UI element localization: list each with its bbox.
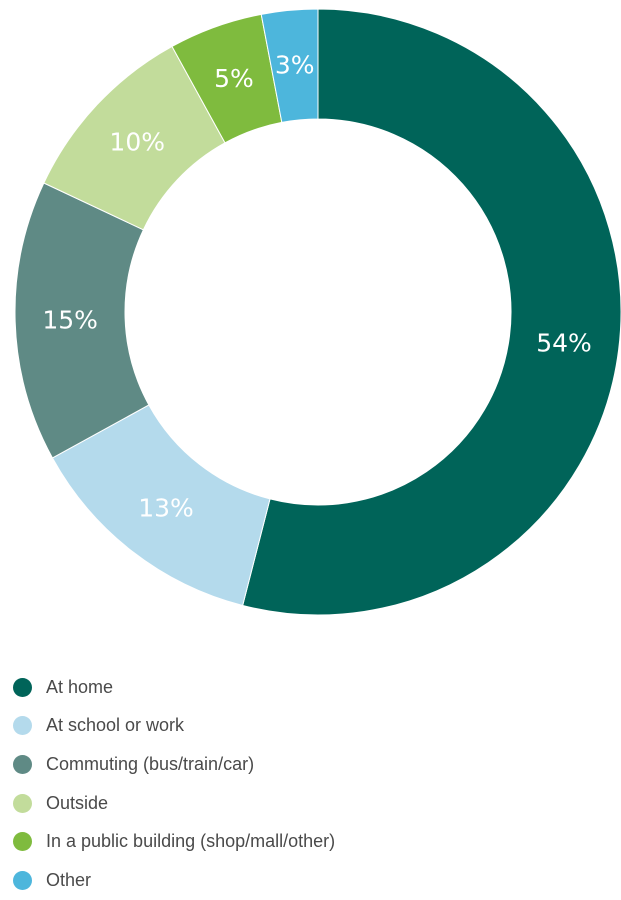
legend-swatch xyxy=(13,793,32,813)
slice-other xyxy=(260,8,319,124)
legend-label: Outside xyxy=(46,792,109,813)
legend-label: Commuting (bus/train/car) xyxy=(46,753,255,774)
legend-swatch xyxy=(13,677,32,697)
chart-legend: At home At school or work Commuting (bus/t… xyxy=(13,668,335,900)
slice-label-at-home: 54% xyxy=(536,329,592,358)
legend-label: Other xyxy=(46,869,92,890)
legend-swatch xyxy=(13,716,32,736)
legend-swatch xyxy=(13,832,32,852)
slice-label-other: 3% xyxy=(275,51,315,80)
slice-label-commuting-bus-train-car: 15% xyxy=(42,305,98,334)
slice-label-in-a-public-building-shop-mall-other: 5% xyxy=(214,64,254,93)
donut-chart-svg: 54% 13% 15% 10% 5% 3% xyxy=(14,8,621,616)
legend-item-other: Other xyxy=(13,861,335,900)
legend-label: At home xyxy=(46,676,114,697)
legend-label: At school or work xyxy=(46,715,185,736)
legend-item-commuting-bus-train-car: Commuting (bus/train/car) xyxy=(13,745,335,784)
slice-label-outside: 10% xyxy=(109,128,165,157)
legend-swatch xyxy=(13,870,32,890)
slice-at-home xyxy=(242,8,621,616)
legend-item-at-home: At home xyxy=(13,668,335,707)
donut-chart: 54% 13% 15% 10% 5% 3% xyxy=(14,8,621,616)
legend-item-outside: Outside xyxy=(13,784,335,823)
legend-label: In a public building (shop/mall/other) xyxy=(46,831,336,852)
slice-label-at-school-or-work: 13% xyxy=(138,493,194,522)
legend-item-in-a-public-building-shop-mall-other: In a public building (shop/mall/other) xyxy=(13,822,335,861)
legend-swatch xyxy=(13,754,32,774)
legend-item-at-school-or-work: At school or work xyxy=(13,707,335,746)
